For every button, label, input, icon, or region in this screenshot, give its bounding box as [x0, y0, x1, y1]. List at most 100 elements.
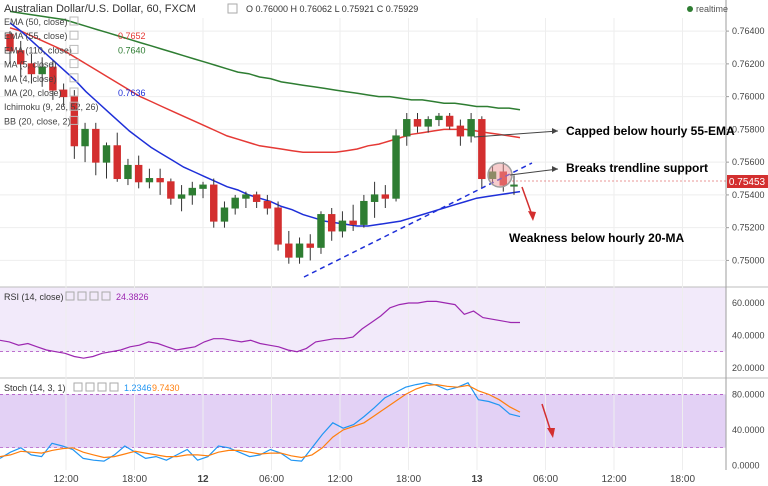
settings-icon[interactable]	[69, 73, 79, 83]
rsi-value: 24.3826	[116, 292, 149, 302]
visibility-icon[interactable]	[65, 291, 75, 301]
stoch-tick-label: 80.0000	[732, 389, 765, 399]
visibility-icon[interactable]	[73, 382, 83, 392]
ohlc-readout: O 0.76000 H 0.76062 L 0.75921 C 0.75929	[246, 4, 418, 14]
legend-label: BB (20, close, 2)	[4, 116, 71, 126]
legend-value: 0.7640	[118, 45, 146, 55]
annotation-weakness: Weakness below hourly 20-MA	[509, 186, 684, 245]
trendline-support	[303, 162, 533, 278]
x-tick-label: 13	[471, 474, 483, 485]
last-price-badge: 0.75453	[727, 175, 768, 188]
candle-body	[231, 197, 239, 209]
settings-icon[interactable]	[69, 30, 79, 40]
rsi-tick-label: 40.0000	[732, 330, 765, 340]
rsi-label: RSI (14, close)	[4, 292, 64, 302]
stoch-band	[0, 394, 726, 449]
settings-icon[interactable]	[85, 382, 95, 392]
x-tick-label: 12:00	[53, 474, 78, 485]
annotation-arrow	[473, 130, 559, 138]
chart-header: Australian Dollar/U.S. Dollar, 60, FXCM …	[4, 3, 728, 15]
annotation-capped: Capped below hourly 55-EMA	[473, 124, 735, 138]
candle-body	[102, 145, 111, 163]
legend-label: EMA (110, close)	[4, 45, 72, 55]
legend-label: Ichimoku (9, 26, 52, 26)	[4, 102, 99, 112]
settings-icon[interactable]	[69, 16, 79, 26]
candle-body	[156, 178, 164, 183]
annotation-weakness-text: Weakness below hourly 20-MA	[509, 231, 684, 245]
series-line	[9, 27, 521, 154]
more-icon[interactable]	[101, 291, 111, 301]
chart-title: Australian Dollar/U.S. Dollar, 60, FXCM	[4, 3, 196, 15]
x-tick-label: 18:00	[670, 474, 695, 485]
x-tick-label: 12:00	[601, 474, 626, 485]
settings-icon[interactable]	[227, 3, 238, 14]
stoch-axis: 80.0000 40.0000 0.0000	[732, 389, 765, 470]
candle-body	[392, 135, 400, 199]
candle-body	[424, 119, 432, 127]
close-icon[interactable]	[89, 291, 99, 301]
settings-icon[interactable]	[69, 44, 79, 54]
candlesticks	[6, 31, 518, 264]
candle-body	[510, 184, 518, 187]
legend-label: MA (20, close)	[4, 88, 62, 98]
stoch-icons[interactable]	[73, 382, 119, 392]
annotation-capped-text: Capped below hourly 55-EMA	[566, 124, 735, 138]
settings-icon[interactable]	[77, 291, 87, 301]
candle-body	[285, 243, 293, 258]
candle-body	[177, 194, 186, 199]
series-line	[9, 10, 521, 111]
candle-body	[27, 63, 36, 75]
annotation-breaks: Breaks trendline support	[509, 161, 708, 176]
legend-label: EMA (55, close)	[4, 31, 68, 41]
candle-body	[467, 119, 475, 137]
arrowhead-icon	[552, 166, 558, 172]
rsi-lines	[0, 300, 520, 359]
rsi-band-rect	[0, 286, 726, 352]
candle-body	[59, 89, 68, 98]
realtime-label: realtime	[696, 4, 728, 14]
candle-body	[478, 119, 486, 180]
legend-label: MA (5, close)	[4, 60, 57, 70]
x-tick-label: 06:00	[259, 474, 284, 485]
annotation-breaks-text: Breaks trendline support	[566, 161, 708, 175]
legend-value: 0.7636	[118, 88, 146, 98]
close-icon[interactable]	[97, 382, 107, 392]
legend-label: MA (4, close)	[4, 74, 57, 84]
price-axis: 0.76400 0.76200 0.76000 0.75800 0.75600 0.754…	[726, 26, 765, 265]
x-tick-label: 18:00	[122, 474, 147, 485]
indicator-legend: EMA (50, close) EMA (55, close) 0.7652 EMA …	[4, 16, 146, 126]
y-tick-label: 0.76200	[732, 59, 765, 69]
candle-body	[167, 181, 175, 199]
settings-icon[interactable]	[69, 59, 79, 69]
candle-body	[370, 194, 379, 202]
arrowhead-icon	[552, 128, 558, 134]
candle-body	[242, 194, 250, 199]
arrowhead-icon	[547, 428, 555, 438]
price-badge-text: 0.75453	[729, 177, 766, 188]
settings-icon[interactable]	[69, 87, 79, 97]
annotation-arrow	[541, 403, 552, 433]
rsi-icons[interactable]	[65, 291, 111, 301]
more-icon[interactable]	[109, 382, 119, 392]
x-tick-label: 12	[197, 474, 209, 485]
x-tick-label: 18:00	[396, 474, 421, 485]
stoch-line	[0, 383, 521, 459]
realtime-dot-icon	[687, 6, 693, 12]
candle-body	[263, 200, 272, 209]
settings-icon[interactable]	[69, 101, 79, 111]
candle-body	[199, 184, 207, 189]
stoch-label: Stoch (14, 3, 1)	[4, 383, 66, 393]
stoch-band-rect	[0, 394, 726, 448]
stoch-tick-label: 0.0000	[732, 461, 760, 471]
y-tick-label: 0.75400	[732, 190, 765, 200]
rsi-band	[0, 286, 726, 352]
x-axis: 12:00 18:00 12 06:00 12:00 18:00 13 06:00 12:00 1…	[53, 474, 695, 485]
candle-body	[17, 50, 25, 65]
candle-body	[274, 207, 282, 245]
x-tick-label: 06:00	[533, 474, 558, 485]
rsi-axis: 60.0000 40.0000 20.0000	[732, 298, 765, 373]
settings-icon[interactable]	[69, 115, 79, 125]
rsi-tick-label: 60.0000	[732, 298, 765, 308]
y-tick-label: 0.75000	[732, 255, 765, 265]
